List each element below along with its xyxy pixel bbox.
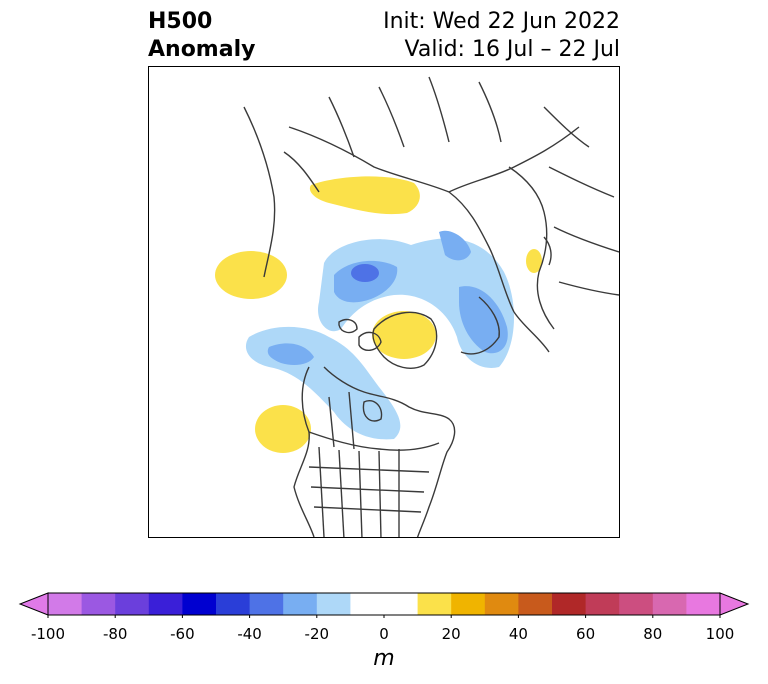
colorbar-bin bbox=[216, 593, 251, 615]
colorbar-tick-label: -100 bbox=[30, 625, 66, 643]
colorbar-bin bbox=[81, 593, 116, 615]
colorbar-over-arrow bbox=[719, 592, 750, 616]
colorbar-tick-label: 80 bbox=[643, 625, 663, 643]
projection-gap bbox=[149, 287, 155, 317]
colorbar-bin bbox=[350, 593, 385, 615]
colorbar-bin bbox=[619, 593, 654, 615]
colorbar-tick-label: 60 bbox=[576, 625, 596, 643]
map-subtitle: Init: Wed 22 Jun 2022 Valid: 16 Jul – 22… bbox=[383, 8, 620, 64]
colorbar-tick-label: 20 bbox=[441, 625, 461, 643]
map-svg bbox=[149, 76, 619, 537]
colorbar-bin bbox=[518, 593, 553, 615]
coastlines bbox=[243, 76, 619, 537]
colorbar-tick-label: -80 bbox=[102, 625, 128, 643]
colorbar bbox=[18, 592, 750, 618]
valid-range: Valid: 16 Jul – 22 Jul bbox=[404, 37, 620, 62]
init-date: Init: Wed 22 Jun 2022 bbox=[383, 9, 620, 34]
colorbar-bin bbox=[686, 593, 721, 615]
title-variable: H500 bbox=[148, 9, 213, 34]
colorbar-bin bbox=[283, 593, 318, 615]
colorbar-bin bbox=[316, 593, 351, 615]
colorbar-bin bbox=[585, 593, 620, 615]
colorbar-tick-label: 40 bbox=[508, 625, 528, 643]
colorbar-bin bbox=[652, 593, 687, 615]
colorbar-tick-label: -60 bbox=[170, 625, 195, 643]
colorbar-bin bbox=[484, 593, 519, 615]
colorbar-bin bbox=[451, 593, 486, 615]
colorbar-bin bbox=[249, 593, 284, 615]
colorbar-bin bbox=[182, 593, 217, 615]
colorbar-units: m bbox=[373, 646, 395, 671]
negative-anomaly-strong bbox=[351, 264, 379, 282]
negative-anomaly-medium-ne bbox=[439, 230, 471, 261]
colorbar-tick-label: 100 bbox=[705, 625, 735, 643]
positive-anomaly-greenland bbox=[372, 311, 436, 359]
map-title: H500 Anomaly bbox=[148, 8, 255, 64]
negative-anomaly-medium-east bbox=[459, 286, 508, 354]
colorbar-bin bbox=[552, 593, 587, 615]
negative-anomaly-medium-canada bbox=[267, 343, 314, 365]
positive-anomaly-siberia bbox=[526, 249, 542, 273]
colorbar-bin bbox=[417, 593, 452, 615]
anomaly-fields bbox=[215, 176, 542, 453]
colorbar-bin bbox=[384, 593, 419, 615]
map-panel bbox=[148, 66, 620, 538]
colorbar-tick-label: -40 bbox=[237, 625, 262, 643]
title-type: Anomaly bbox=[148, 37, 256, 62]
colorbar-bin bbox=[48, 593, 83, 615]
colorbar-tick-label: -20 bbox=[304, 625, 330, 643]
colorbar-bin bbox=[115, 593, 150, 615]
positive-anomaly-pacific bbox=[255, 405, 311, 453]
colorbar-under-arrow bbox=[18, 592, 49, 616]
positive-anomaly-russia bbox=[309, 176, 420, 215]
positive-anomaly-atlantic bbox=[215, 251, 287, 299]
colorbar-tick-label: 0 bbox=[379, 625, 389, 643]
colorbar-bin bbox=[148, 593, 183, 615]
